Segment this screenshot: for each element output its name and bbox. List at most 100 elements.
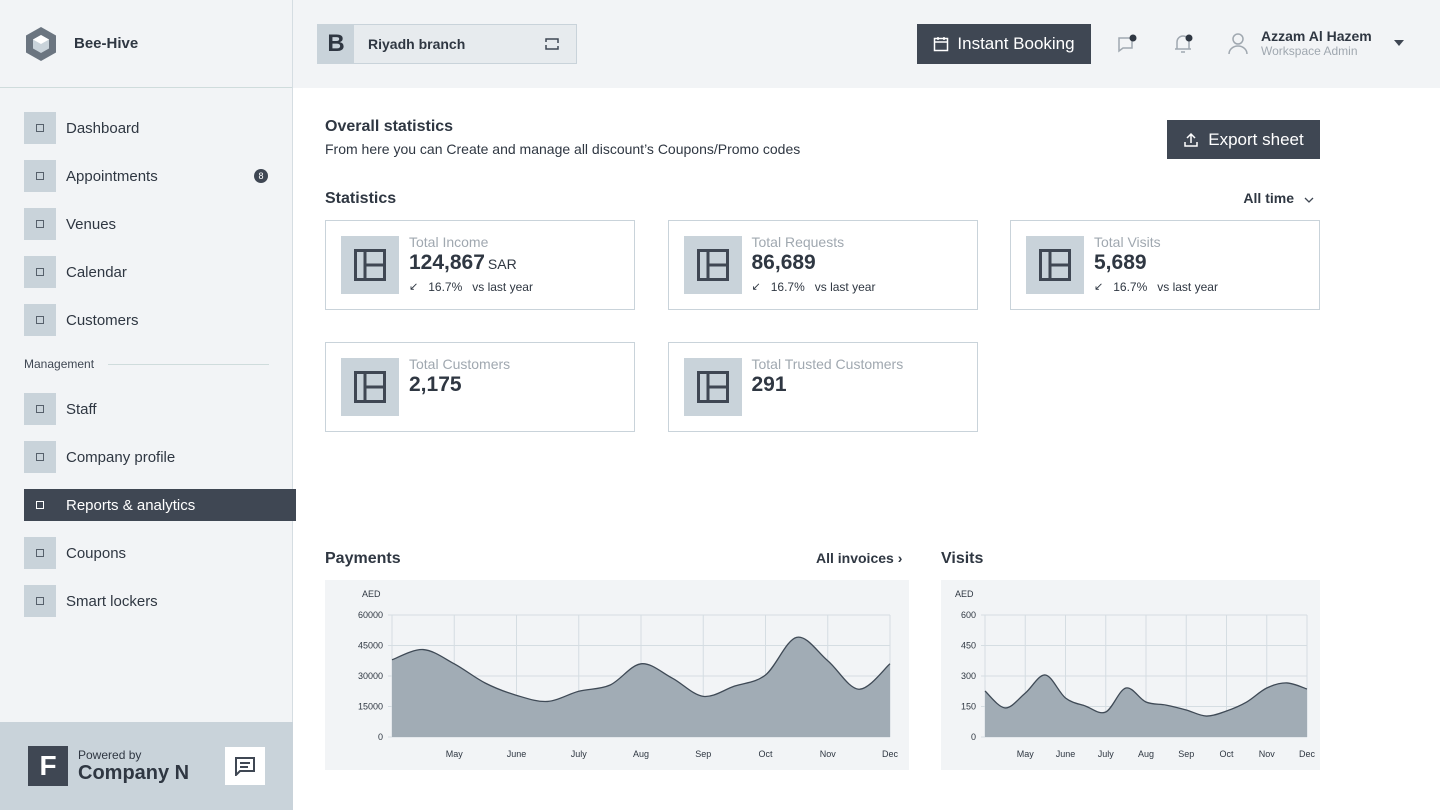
icon-frame	[1039, 249, 1071, 281]
stat-card: Total Requests 86,689 ↙ 16.7% vs last year	[667, 220, 978, 310]
x-tick-label: Aug	[1138, 749, 1154, 759]
company-name: Company N	[78, 761, 190, 784]
card-value: 86,689	[752, 251, 876, 275]
icon-glyph	[36, 268, 44, 276]
all-invoices-link[interactable]: All invoices ›	[816, 550, 903, 566]
icon-lines	[1048, 251, 1069, 279]
page-subtitle: From here you can Create and manage all …	[325, 141, 801, 157]
nav-item[interactable]: Reports & analytics	[24, 489, 296, 521]
y-axis-label: AED	[362, 589, 381, 599]
nav-icon	[24, 537, 56, 569]
y-tick-label: 30000	[358, 671, 383, 681]
icon-frame	[354, 371, 386, 403]
instant-booking-label: Instant Booking	[957, 34, 1075, 53]
icon-lines	[706, 251, 727, 279]
x-tick-label: July	[571, 749, 588, 759]
nav-label: Coupons	[66, 544, 127, 562]
nav-item[interactable]: Venues	[24, 208, 296, 240]
nav-label: Venues	[66, 215, 117, 233]
card-text: Total Requests 86,689 ↙ 16.7% vs last year	[751, 234, 876, 294]
card-icon	[683, 358, 742, 416]
y-tick-label: 60000	[358, 610, 383, 620]
y-tick-label: 600	[961, 610, 976, 620]
card-label: Total Customers	[409, 356, 511, 372]
card-number: 2,175	[409, 373, 462, 396]
icon-frame	[696, 371, 729, 403]
icon-frame	[696, 249, 729, 281]
icon-glyph	[36, 549, 44, 557]
x-tick-label: Oct	[758, 749, 773, 759]
card-icon	[341, 236, 399, 294]
nav-item[interactable]: Dashboard	[24, 112, 296, 144]
x-tick-label: June	[1056, 749, 1076, 759]
card-label: Total Requests	[751, 234, 845, 250]
user-menu[interactable]: Azzam Al Hazem Workspace Admin	[1227, 28, 1404, 58]
export-button[interactable]: Export sheet	[1167, 120, 1320, 159]
branch-switcher[interactable]: B Riyadh branch	[317, 24, 577, 64]
nav-item[interactable]: Smart lockers	[24, 585, 296, 617]
nav-item[interactable]: Calendar	[24, 256, 296, 288]
area-line	[984, 674, 1308, 717]
card-icon	[1026, 236, 1084, 294]
trend-arrow: ↙	[409, 281, 419, 293]
layout-icon	[696, 249, 729, 281]
icon-glyph	[36, 501, 44, 509]
powered-by: Powered by	[78, 747, 142, 762]
nav-item[interactable]: Customers	[24, 304, 296, 336]
change-value: 16.7%	[428, 280, 463, 294]
x-tick-label: May	[446, 749, 464, 759]
sidebar: Bee-Hive Dashboard Appointments 8 Venues Cal…	[0, 0, 296, 810]
sidebar-footer: F Powered by Company N	[0, 722, 293, 810]
footer-logo: F	[28, 746, 68, 786]
nav-icon	[24, 208, 56, 240]
card-number: 5,689	[1094, 251, 1147, 274]
statistics-title: Statistics	[325, 190, 397, 207]
icon-glyph	[36, 597, 44, 605]
card-value: 124,867 SAR	[409, 251, 533, 275]
notifications-button[interactable]	[1173, 32, 1195, 56]
nav-badge: 8	[254, 169, 268, 183]
nav-item[interactable]: Coupons	[24, 537, 296, 569]
visits-title: Visits	[941, 550, 984, 567]
area-fill	[392, 637, 890, 737]
y-tick-label: 450	[961, 641, 976, 651]
card-change: ↙ 16.7% vs last year	[409, 280, 533, 294]
nav-label: Appointments	[66, 167, 158, 185]
nav-item[interactable]: Staff	[24, 393, 296, 425]
y-axis-label: AED	[955, 589, 974, 599]
icon-frame	[354, 249, 386, 281]
page-title: Overall statistics	[325, 118, 454, 135]
messages-button[interactable]	[1116, 33, 1138, 55]
time-filter[interactable]: All time	[1243, 190, 1314, 206]
x-tick-label: Dec	[882, 749, 899, 759]
card-value: 5,689	[1094, 251, 1218, 275]
y-tick-label: 45000	[358, 641, 383, 651]
nav-item[interactable]: Appointments 8	[24, 160, 296, 192]
card-label: Total Income	[409, 234, 489, 250]
x-tick-label: Nov	[1259, 749, 1276, 759]
chat-button[interactable]	[225, 747, 265, 785]
nav-icon	[24, 304, 56, 336]
nav-label: Smart lockers	[66, 592, 158, 610]
area-fill	[985, 674, 1307, 737]
y-tick-label: 15000	[358, 702, 383, 712]
x-tick-label: June	[507, 749, 527, 759]
trend-arrow: ↙	[751, 281, 761, 293]
card-unit: SAR	[487, 256, 517, 272]
export-label: Export sheet	[1208, 129, 1304, 149]
nav-item[interactable]: Company profile	[24, 441, 296, 473]
brand[interactable]: Bee-Hive	[0, 0, 292, 88]
x-tick-label: Oct	[1219, 749, 1234, 759]
stat-card: Total Visits 5,689 ↙ 16.7% vs last year	[1010, 220, 1320, 310]
nav-label: Calendar	[66, 263, 127, 281]
instant-booking-button[interactable]: Instant Booking	[917, 24, 1091, 64]
area-line	[391, 636, 891, 703]
brand-name: Bee-Hive	[74, 35, 139, 52]
nav-label: Staff	[66, 400, 97, 418]
change-value: 16.7%	[770, 280, 805, 294]
card-change: ↙ 16.7% vs last year	[752, 280, 876, 294]
card-number: 291	[751, 373, 787, 396]
nav-icon	[24, 393, 56, 425]
user-role: Workspace Admin	[1261, 44, 1358, 58]
